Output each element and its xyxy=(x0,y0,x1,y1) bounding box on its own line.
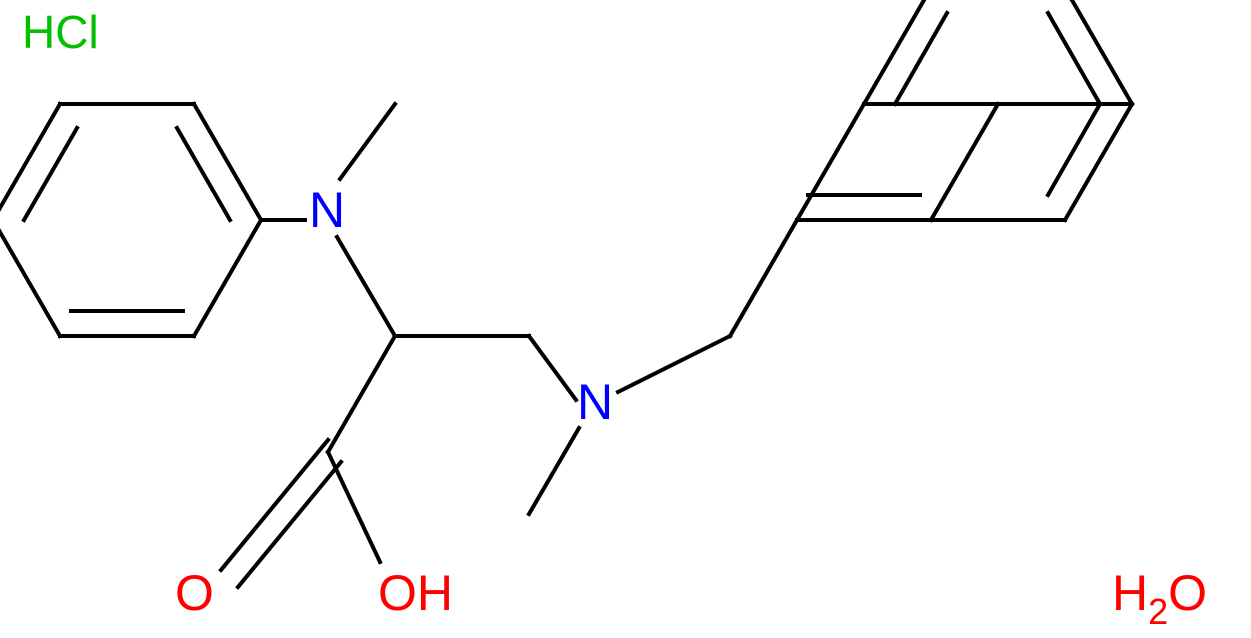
hcl-label: HCl xyxy=(22,5,99,59)
n2-label: N xyxy=(577,373,613,431)
structure-bonds xyxy=(0,0,1251,638)
n1-label: N xyxy=(309,181,345,239)
o1-label: O xyxy=(175,564,214,622)
oh-label: OH xyxy=(378,564,453,622)
h2o-label: H2O xyxy=(1112,564,1207,622)
